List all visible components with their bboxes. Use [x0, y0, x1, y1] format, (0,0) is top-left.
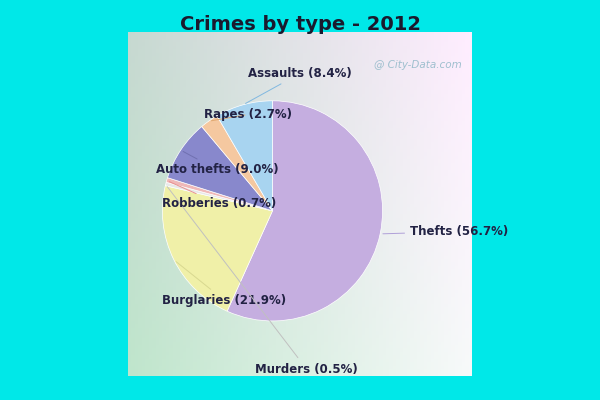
- Wedge shape: [202, 116, 272, 211]
- Text: @ City-Data.com: @ City-Data.com: [374, 60, 461, 70]
- Wedge shape: [163, 186, 272, 311]
- Text: Crimes by type - 2012: Crimes by type - 2012: [179, 14, 421, 34]
- Text: Murders (0.5%): Murders (0.5%): [167, 187, 358, 376]
- Wedge shape: [166, 182, 272, 211]
- Wedge shape: [166, 178, 272, 211]
- Text: Burglaries (21.9%): Burglaries (21.9%): [163, 262, 287, 307]
- Text: Robberies (0.7%): Robberies (0.7%): [163, 182, 277, 210]
- Wedge shape: [227, 101, 383, 321]
- Wedge shape: [167, 126, 272, 211]
- Wedge shape: [217, 101, 272, 211]
- Text: Auto thefts (9.0%): Auto thefts (9.0%): [155, 152, 278, 176]
- Text: Assaults (8.4%): Assaults (8.4%): [245, 67, 352, 104]
- Text: Thefts (56.7%): Thefts (56.7%): [383, 225, 508, 238]
- Text: Rapes (2.7%): Rapes (2.7%): [203, 108, 292, 121]
